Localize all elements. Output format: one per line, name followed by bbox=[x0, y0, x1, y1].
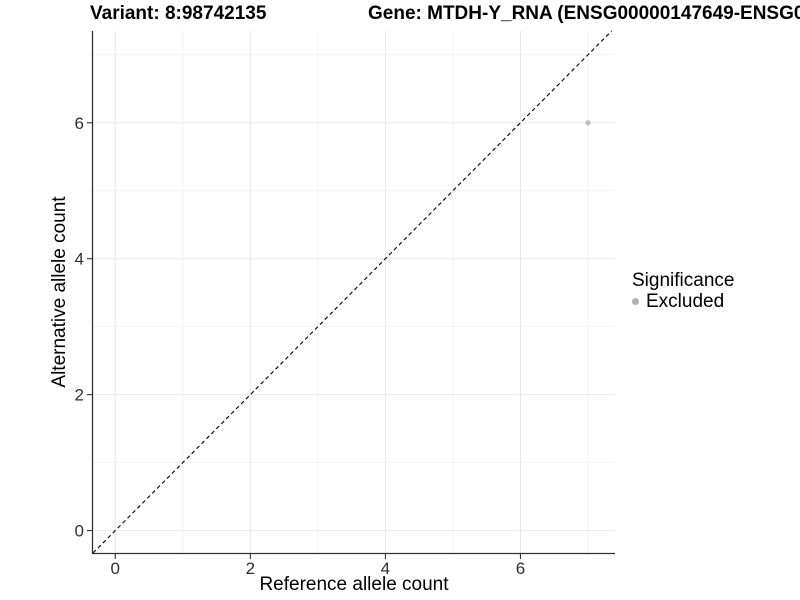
x-tick-label: 0 bbox=[111, 559, 120, 578]
variant-title: Variant: 8:98742135 bbox=[90, 3, 267, 24]
x-tick-label: 4 bbox=[381, 559, 390, 578]
y-axis-title: Alternative allele count bbox=[49, 196, 70, 388]
y-tick-label: 2 bbox=[75, 386, 84, 405]
y-tick-label: 4 bbox=[75, 250, 84, 269]
legend-entry-excluded: Excluded bbox=[632, 291, 734, 312]
x-tick-label: 6 bbox=[516, 559, 525, 578]
legend: Significance Excluded bbox=[632, 270, 734, 312]
x-axis-title: Reference allele count bbox=[259, 574, 449, 595]
legend-title: Significance bbox=[632, 270, 735, 291]
y-tick-label: 0 bbox=[75, 522, 84, 541]
y-tick-label: 6 bbox=[75, 114, 84, 133]
data-point bbox=[585, 120, 591, 126]
x-tick-label: 2 bbox=[246, 559, 255, 578]
gene-title: Gene: MTDH-Y_RNA (ENSG00000147649-ENSG0 bbox=[368, 3, 800, 24]
legend-point-icon bbox=[632, 298, 639, 305]
identity-line bbox=[92, 30, 613, 554]
legend-entry-label: Excluded bbox=[646, 291, 725, 312]
